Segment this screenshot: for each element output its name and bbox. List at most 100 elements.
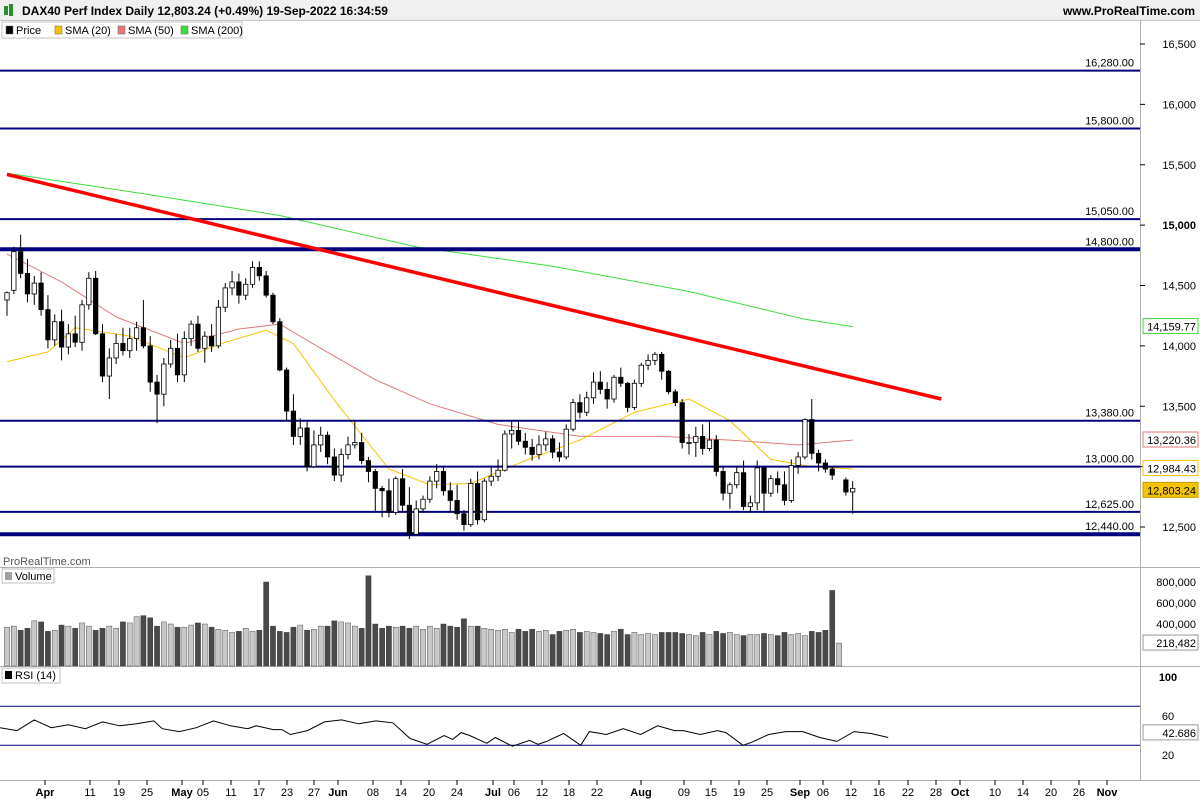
price-legend-items: Price SMA (20) SMA (50) SMA (200) (5, 25, 243, 37)
volume-last-label: 218,482 (1156, 638, 1196, 650)
candle (509, 429, 515, 435)
time-tick-label: May (171, 787, 193, 799)
time-tick-label: Aug (630, 787, 651, 799)
volume-tick-label: 800,000 (1156, 577, 1196, 589)
candle (345, 444, 351, 455)
candle (727, 484, 733, 494)
candle (829, 468, 835, 476)
candle (4, 292, 10, 301)
volume-bar (4, 626, 10, 667)
rsi-legend-swatch (5, 671, 12, 679)
volume-bar (815, 632, 822, 667)
volume-bar (461, 618, 467, 667)
candle (495, 469, 501, 477)
volume-bar (713, 631, 720, 667)
candle (24, 273, 31, 295)
volume-bar (836, 642, 842, 667)
price-tick-label: 14,500 (1162, 281, 1196, 293)
volume-bar (222, 630, 229, 667)
volume-bar (338, 621, 344, 667)
volume-bar (679, 633, 685, 667)
rsi-tick-label: 100 (1159, 672, 1177, 684)
candle (86, 277, 92, 306)
volume-bar (92, 630, 99, 667)
candle (700, 436, 706, 449)
window-control-icon[interactable] (9, 4, 13, 16)
time-tick-label: 23 (281, 787, 293, 799)
volume-bar (829, 590, 836, 667)
volume-bar (208, 626, 215, 667)
candle (434, 471, 440, 482)
candle (454, 500, 460, 515)
candle (659, 353, 665, 372)
candle (481, 480, 488, 521)
time-tick-label: 06 (508, 787, 520, 799)
volume-bar (65, 625, 72, 667)
candle (502, 433, 508, 471)
candle (604, 388, 610, 400)
candle (249, 266, 256, 285)
candle (781, 484, 788, 501)
candle (140, 327, 146, 347)
volume-bar (781, 632, 788, 667)
price-tick-label: 16,500 (1162, 39, 1196, 51)
volume-bar (495, 630, 501, 667)
volume-bar (181, 626, 188, 667)
candle (625, 382, 631, 408)
brand-label[interactable]: www.ProRealTime.com (1062, 4, 1195, 18)
candle (788, 465, 794, 501)
axis-value-badge (1142, 431, 1199, 448)
candle (672, 391, 678, 404)
volume-bar (283, 632, 290, 667)
rsi-last-label: 42.686 (1162, 728, 1196, 740)
volume-bar (413, 625, 420, 667)
volume-bar (242, 628, 249, 667)
volume-bar (583, 631, 590, 667)
time-tick-label: 28 (930, 787, 942, 799)
time-tick-label: 11 (225, 787, 236, 799)
window-control-icon[interactable] (4, 6, 8, 15)
candle (468, 483, 474, 525)
time-tick-label: 19 (733, 787, 745, 799)
volume-bar (454, 626, 460, 667)
candle (147, 345, 153, 383)
volume-bar (754, 634, 760, 667)
volume-bar (304, 630, 310, 667)
volume-bar (31, 620, 38, 667)
candle (747, 502, 753, 507)
time-tick-label: 14 (1017, 787, 1029, 799)
candle (372, 471, 378, 489)
volume-bar (693, 635, 699, 667)
candle (686, 442, 692, 444)
volume-bar (270, 625, 276, 667)
volume-bar (263, 581, 269, 667)
volume-bar (174, 626, 181, 667)
volume-last-badge (1142, 634, 1199, 651)
candle (174, 347, 181, 376)
volume-bar (215, 629, 222, 667)
volume-bar (188, 624, 194, 667)
legend-swatch (54, 25, 63, 35)
time-tick-label: 25 (141, 787, 153, 799)
price-tick-label: 14,000 (1162, 341, 1196, 353)
candle (79, 304, 85, 343)
candle (359, 442, 365, 461)
candle (850, 487, 856, 493)
candle (563, 428, 569, 458)
volume-bar (236, 631, 242, 667)
axis-value-label: 14,159.77 (1147, 322, 1196, 334)
time-tick-label: 26 (1073, 787, 1085, 799)
volume-bar (58, 624, 65, 667)
volume-bar (665, 632, 672, 667)
candle (809, 419, 815, 454)
volume-axis: 800,000 600,000 400,000 218,482 (1142, 577, 1199, 651)
time-tick-label: 20 (423, 787, 435, 799)
volume-bar (706, 634, 713, 667)
candle (120, 343, 126, 352)
volume-bar (802, 635, 808, 667)
candle (577, 402, 583, 413)
sma200-line (6, 172, 853, 328)
volume-bar (317, 625, 324, 667)
sma50-line-group (6, 253, 853, 446)
volume-bar (699, 632, 706, 667)
